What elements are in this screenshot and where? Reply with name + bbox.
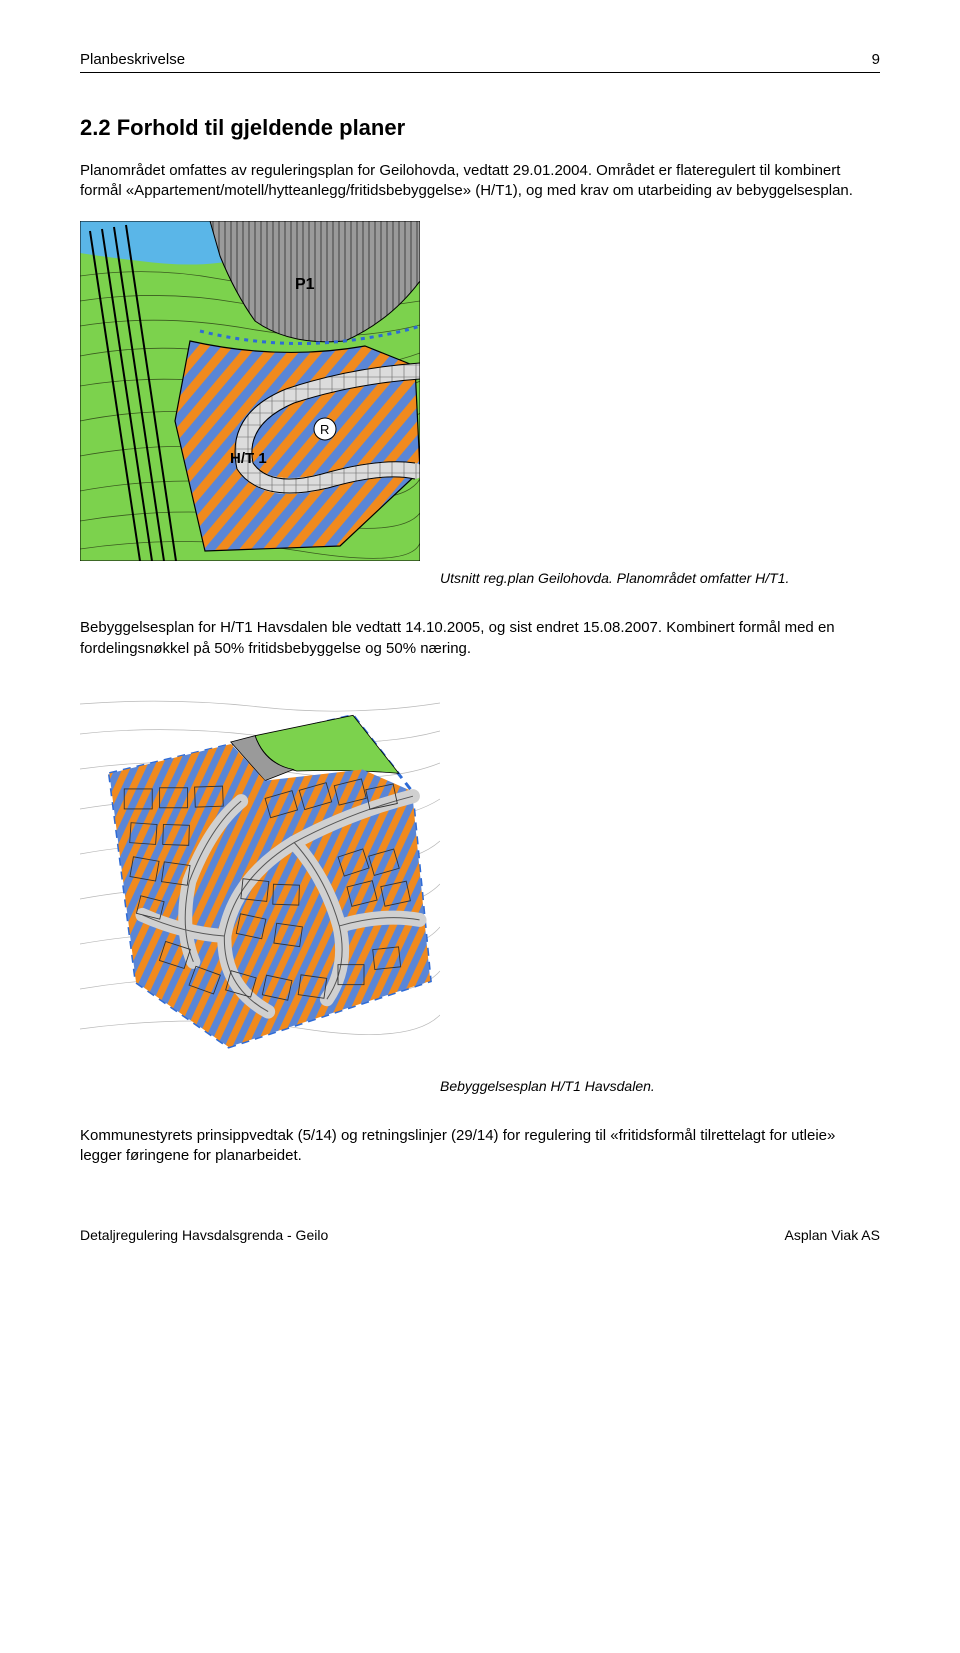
footer-right: Asplan Viak AS	[785, 1226, 880, 1245]
page-header: Planbeskrivelse 9	[80, 50, 880, 73]
section-heading: 2.2 Forhold til gjeldende planer	[80, 113, 880, 143]
figure-bebyggelsesplan	[80, 679, 880, 1069]
figure1-caption: Utsnitt reg.plan Geilohovda. Planområdet…	[440, 569, 880, 588]
page-footer: Detaljregulering Havsdalsgrenda - Geilo …	[80, 1226, 880, 1245]
page-number: 9	[872, 50, 880, 70]
paragraph-2: Bebyggelsesplan for H/T1 Havsdalen ble v…	[80, 618, 880, 659]
header-title: Planbeskrivelse	[80, 50, 185, 70]
paragraph-1: Planområdet omfattes av reguleringsplan …	[80, 161, 880, 202]
regplan-map-svg: P1 R H/T 1	[80, 221, 420, 561]
label-p1: P1	[295, 276, 315, 293]
paragraph-3: Kommunestyrets prinsippvedtak (5/14) og …	[80, 1126, 880, 1167]
bebyggelsesplan-svg	[80, 679, 440, 1069]
footer-left: Detaljregulering Havsdalsgrenda - Geilo	[80, 1226, 328, 1245]
label-r: R	[320, 422, 329, 437]
figure-regplan-geilohovda: P1 R H/T 1	[80, 221, 880, 561]
figure2-caption: Bebyggelsesplan H/T1 Havsdalen.	[440, 1077, 880, 1096]
label-ht1: H/T 1	[230, 450, 267, 467]
